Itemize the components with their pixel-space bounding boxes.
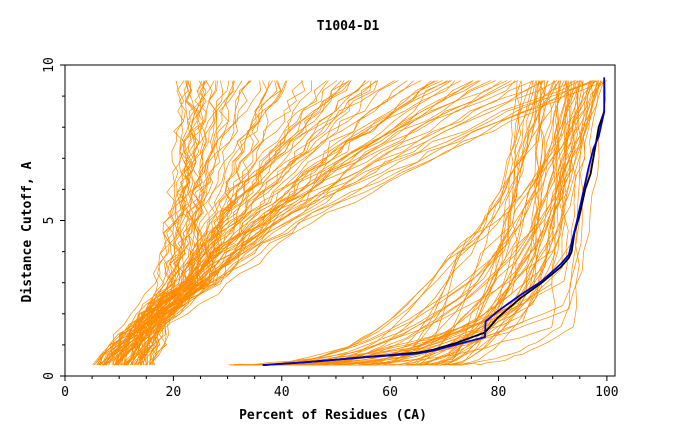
model-curve <box>431 80 598 365</box>
x-tick-label: 60 <box>382 385 398 400</box>
y-axis-label: Distance Cutoff, A <box>20 161 35 302</box>
model-curve <box>327 80 545 366</box>
model-curve <box>149 80 366 366</box>
model-curve <box>376 80 565 366</box>
model-curve <box>229 80 518 366</box>
model-curve <box>114 80 206 366</box>
model-curve <box>258 80 572 366</box>
model-curve <box>416 80 584 366</box>
y-axis: 0 5 10 <box>42 57 65 380</box>
model-curve <box>404 80 602 366</box>
model-curve <box>375 80 583 366</box>
model-curve <box>431 80 548 366</box>
y-tick-label: 5 <box>42 217 57 225</box>
model-curve <box>98 80 366 366</box>
x-tick-label: 40 <box>274 385 290 400</box>
model-curve <box>92 80 350 366</box>
model-curve <box>116 80 205 366</box>
x-tick-label: 80 <box>491 385 507 400</box>
model-curve <box>407 80 596 366</box>
model-curve <box>149 80 304 366</box>
model-curve <box>263 80 555 366</box>
model-curve <box>132 80 558 366</box>
model-curve <box>263 80 573 366</box>
model-curve <box>114 80 497 366</box>
model-curve <box>129 80 432 366</box>
model-curve <box>408 80 555 366</box>
model-curve <box>442 80 540 366</box>
model-curve <box>94 80 282 366</box>
model-curve <box>133 80 234 366</box>
model-curve <box>116 80 594 366</box>
model-curve <box>267 80 581 366</box>
model-curve <box>283 80 606 365</box>
model-curve <box>436 80 559 366</box>
x-tick-label: 20 <box>166 385 182 400</box>
y-tick-label: 10 <box>42 57 57 73</box>
model-curve <box>98 80 599 366</box>
model-curve <box>112 80 205 366</box>
model-curve <box>103 80 235 366</box>
model-curve <box>137 80 502 366</box>
model-curve <box>96 80 189 366</box>
model-curve <box>425 80 567 366</box>
plot-area <box>92 77 608 366</box>
model-curve <box>138 80 414 366</box>
model-curve <box>294 80 605 365</box>
model-curve <box>116 80 281 366</box>
model-curve <box>102 80 479 366</box>
model-curve <box>357 80 603 366</box>
model-curve <box>322 80 561 366</box>
model-curve <box>140 80 378 366</box>
model-curve <box>280 80 591 366</box>
x-tick-label: 0 <box>61 385 69 400</box>
model-curve <box>96 80 217 366</box>
model-curve <box>145 80 395 366</box>
x-axis: 0 20 40 60 80 100 <box>61 376 619 400</box>
model-curve <box>102 80 215 366</box>
model-curve <box>104 80 306 366</box>
model-curve <box>99 80 208 366</box>
model-curve <box>445 80 599 366</box>
model-curve <box>148 80 377 366</box>
model-curve <box>144 80 595 366</box>
y-tick-label: 0 <box>42 372 57 380</box>
model-curve <box>285 80 594 366</box>
series-blue-line <box>262 77 606 366</box>
model-curve <box>449 80 562 366</box>
x-tick-label: 100 <box>595 385 618 400</box>
model-curve <box>395 80 572 366</box>
model-curve <box>316 80 560 366</box>
model-curve <box>142 80 462 366</box>
x-axis-label: Percent of Residues (CA) <box>239 408 427 423</box>
model-curve <box>93 80 576 366</box>
model-curve <box>141 80 516 366</box>
model-curve <box>104 80 345 366</box>
chart-title: T1004-D1 <box>317 19 380 34</box>
